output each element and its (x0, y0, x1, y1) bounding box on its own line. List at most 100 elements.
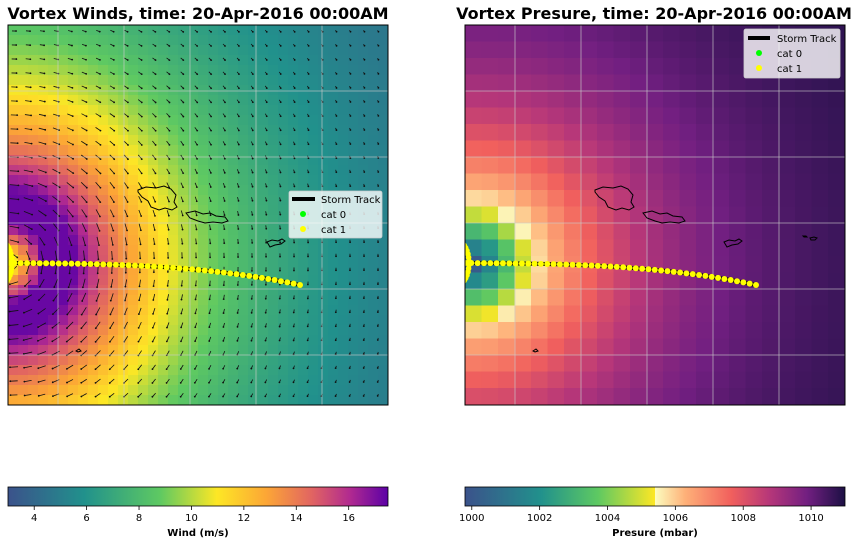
wind-field-cell (218, 395, 229, 405)
wind-field-cell (228, 115, 239, 126)
wind-field-cell (308, 105, 319, 116)
wind-field-cell (148, 55, 159, 66)
wind-field-cell (348, 25, 359, 36)
wind-arrow-head (154, 200, 157, 203)
wind-field-cell (198, 25, 209, 36)
wind-field-cell (78, 265, 89, 276)
wind-arrow-head (94, 395, 97, 398)
wind-field-cell (178, 375, 189, 386)
wind-field-cell (68, 145, 79, 156)
wind-field-cell (338, 95, 349, 106)
wind-arrow-head (208, 340, 211, 342)
wind-field-cell (328, 85, 339, 96)
wind-field-cell (78, 105, 89, 116)
wind-field-cell (78, 65, 89, 76)
wind-field-cell (98, 245, 109, 256)
pressure-field-cell (745, 157, 763, 174)
wind-field-cell (8, 235, 19, 246)
pressure-field-cell (745, 239, 763, 257)
wind-field-cell (128, 255, 139, 266)
pressure-field-cell (597, 338, 614, 356)
wind-field-cell (8, 205, 19, 216)
wind-arrow-head (85, 172, 88, 175)
pressure-field-cell (630, 322, 647, 339)
wind-arrow-head (94, 327, 97, 330)
wind-arrow-head (265, 185, 268, 188)
wind-field-cell (198, 145, 209, 156)
wind-field-cell (78, 55, 89, 66)
wind-field-cell (98, 225, 109, 236)
wind-arrow-head (307, 171, 310, 174)
pressure-field-cell (811, 173, 829, 191)
wind-field-cell (378, 135, 388, 146)
pressure-field-cell (564, 140, 581, 158)
pressure-field-cell (547, 173, 565, 191)
wind-field-cell (298, 245, 309, 256)
wind-field-cell (118, 205, 129, 216)
wind-field-cell (298, 265, 309, 276)
wind-arrow-head (140, 73, 143, 76)
pressure-field-cell (795, 74, 812, 92)
pressure-field-cell (696, 371, 713, 389)
wind-field-cell (18, 115, 29, 126)
wind-field-cell (198, 385, 209, 396)
wind-arrow-head (181, 214, 184, 217)
wind-field-cell (148, 345, 159, 356)
pressure-field-cell (580, 223, 598, 240)
wind-field-cell (18, 285, 29, 296)
wind-arrow-head (165, 368, 168, 370)
wind-field-cell (238, 285, 249, 296)
storm-track-point-cat1 (125, 262, 132, 269)
wind-field-cell (98, 215, 109, 226)
pressure-field-cell (712, 223, 730, 240)
wind-field-cell (28, 335, 39, 346)
wind-field-cell (328, 295, 339, 306)
wind-field-cell (28, 25, 39, 36)
wind-field-cell (248, 355, 259, 366)
wind-arrow-head (8, 338, 11, 341)
wind-field-cell (228, 305, 239, 316)
wind-field-cell (278, 65, 289, 76)
wind-field-cell (138, 395, 149, 405)
wind-arrow-head (279, 45, 282, 47)
wind-field-cell (298, 95, 309, 106)
pressure-field-cell (828, 404, 845, 405)
pressure-field-cell (465, 124, 482, 141)
pressure-field-cell (547, 157, 565, 174)
wind-field-cell (178, 155, 189, 166)
wind-field-cell (268, 365, 279, 376)
wind-arrow-head (279, 30, 282, 33)
pressure-field-cell (481, 173, 499, 191)
storm-track-point-cat1 (30, 260, 37, 267)
wind-field-cell (118, 115, 129, 126)
pressure-field-cell (481, 338, 499, 356)
pressure-field-cell (762, 91, 779, 108)
wind-arrow-head (17, 212, 20, 215)
wind-arrow (9, 184, 19, 186)
wind-arrow-head (85, 101, 88, 104)
wind-arrow-head (293, 87, 296, 89)
wind-arrow-head (362, 297, 365, 300)
wind-field-cell (238, 185, 249, 196)
pressure-field-cell (580, 74, 598, 92)
wind-field-cell (138, 95, 149, 106)
pressure-field-cell (778, 355, 796, 372)
wind-field-cell (198, 375, 209, 386)
wind-field-cell (288, 65, 299, 76)
wind-field-cell (278, 305, 289, 316)
wind-arrow (124, 307, 128, 315)
wind-field-cell (8, 325, 19, 336)
wind-field-cell (208, 85, 219, 96)
wind-field-cell (168, 35, 179, 46)
wind-field-cell (78, 375, 89, 386)
wind-field-cell (318, 95, 329, 106)
wind-arrow-head (348, 325, 351, 328)
pressure-field-cell (564, 74, 581, 92)
wind-arrow-head (51, 381, 54, 384)
wind-field-cell (48, 315, 59, 326)
pressure-field-cell (762, 388, 779, 405)
wind-arrow-head (98, 229, 101, 232)
wind-field-cell (138, 355, 149, 366)
wind-field-cell (38, 35, 49, 46)
wind-field-cell (378, 205, 388, 216)
